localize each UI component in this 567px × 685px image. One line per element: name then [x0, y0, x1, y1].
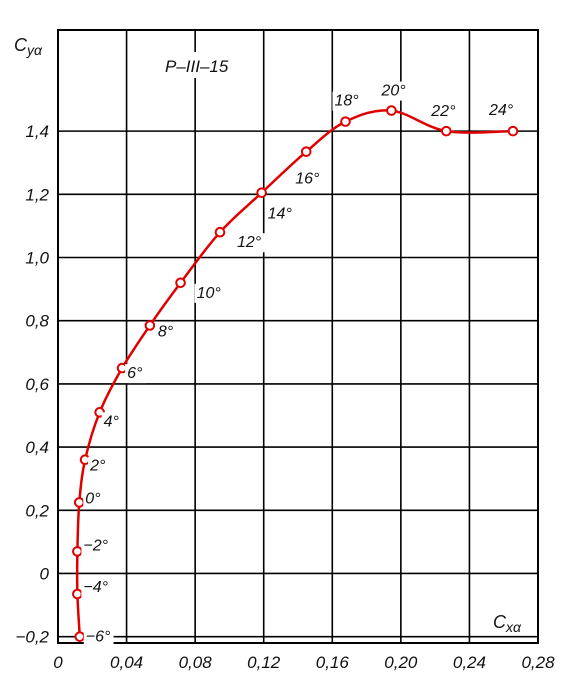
y-tick-label: 0,4 [25, 438, 49, 457]
chart-title: P–III–15 [165, 57, 229, 76]
angle-label: 2° [89, 458, 106, 475]
y-tick-label: 0,2 [25, 501, 49, 520]
angle-label-background [265, 204, 296, 224]
data-point [340, 116, 351, 127]
y-tick-label: 1,4 [25, 122, 49, 141]
data-point [72, 546, 83, 557]
x-axis-title-main: C [493, 612, 507, 632]
angle-label-background [81, 536, 112, 556]
angle-label: 16° [295, 171, 320, 188]
data-point [175, 277, 186, 289]
x-axis-title-background [488, 607, 536, 635]
angle-label-background [486, 101, 517, 121]
angle-label-background [429, 102, 460, 122]
x-tick-labels: 0 0,04 0,08 0,12 0,16 0,20 0,24 0,28 [53, 653, 555, 672]
y-axis-title-main: C [14, 35, 28, 55]
angle-label-background [379, 81, 410, 101]
angle-label-background [125, 364, 147, 384]
angle-labels: −6° −4° −2° 0° 2° 4° 6° 8° 10° 12° 14° 16° 18° 20° 22°… [81, 81, 517, 647]
y-tick-label: 1,0 [25, 249, 49, 268]
angle-label-background [81, 578, 112, 598]
angle-label-background [235, 233, 265, 253]
x-axis-title: Cxα [493, 612, 522, 635]
angle-label: −6° [86, 629, 111, 646]
angle-label: −4° [83, 579, 108, 596]
y-tick-label: 0,8 [25, 312, 49, 331]
y-axis-title: Cyα [14, 35, 43, 58]
plot-frame [57, 29, 539, 644]
angle-label-background [332, 91, 363, 111]
data-point [256, 187, 267, 199]
angle-label: 12° [237, 234, 262, 251]
x-tick-label: 0,08 [179, 653, 213, 672]
data-point [72, 588, 83, 600]
x-tick-label: 0,04 [110, 653, 143, 672]
angle-label: 14° [268, 206, 293, 223]
angle-label-background [83, 489, 105, 509]
angle-label: −2° [83, 537, 108, 554]
angle-label-background [194, 283, 225, 303]
y-tick-label: 0,6 [25, 375, 49, 394]
grid [57, 30, 539, 643]
y-axis-title-sub: yα [26, 42, 43, 58]
data-points [72, 105, 519, 642]
y-axis-title-background [8, 30, 56, 58]
data-point [144, 320, 156, 331]
angle-label-background [83, 627, 114, 647]
data-point [74, 631, 86, 642]
chart-title-background [160, 52, 244, 78]
angle-label: 20° [380, 83, 406, 100]
x-tick-label: 0,16 [316, 653, 350, 672]
x-tick-label: 0,24 [453, 653, 486, 672]
data-point [386, 105, 397, 116]
data-point [300, 146, 312, 157]
y-tick-label: −0,2 [15, 628, 49, 647]
angle-label: 10° [197, 285, 222, 302]
y-tick-labels: −0,2 0 0,2 0,4 0,6 0,8 1,0 1,2 1,4 [15, 122, 49, 647]
angle-label: 24° [488, 102, 514, 119]
angle-label: 4° [104, 413, 120, 430]
y-tick-label: 0 [40, 564, 50, 583]
x-tick-label: 0,20 [384, 653, 418, 672]
y-tick-label: 1,2 [25, 185, 49, 204]
x-tick-label: 0 [53, 653, 63, 672]
data-point [507, 125, 519, 137]
angle-label: 0° [85, 490, 101, 507]
angle-label-background [155, 322, 178, 342]
angle-label-background [293, 169, 324, 189]
angle-label-background [101, 412, 123, 432]
x-axis-title-sub: xα [505, 619, 522, 635]
angle-label: 22° [430, 103, 456, 120]
polar-curve [75, 109, 514, 637]
angle-label-background [88, 456, 110, 476]
data-point [440, 125, 452, 137]
x-tick-label: 0,28 [521, 653, 555, 672]
angle-label: 18° [334, 93, 359, 110]
angle-label: 8° [158, 323, 174, 340]
angle-label: 6° [127, 365, 143, 382]
x-tick-label: 0,12 [247, 653, 281, 672]
data-point [214, 226, 226, 238]
data-point [73, 497, 85, 508]
